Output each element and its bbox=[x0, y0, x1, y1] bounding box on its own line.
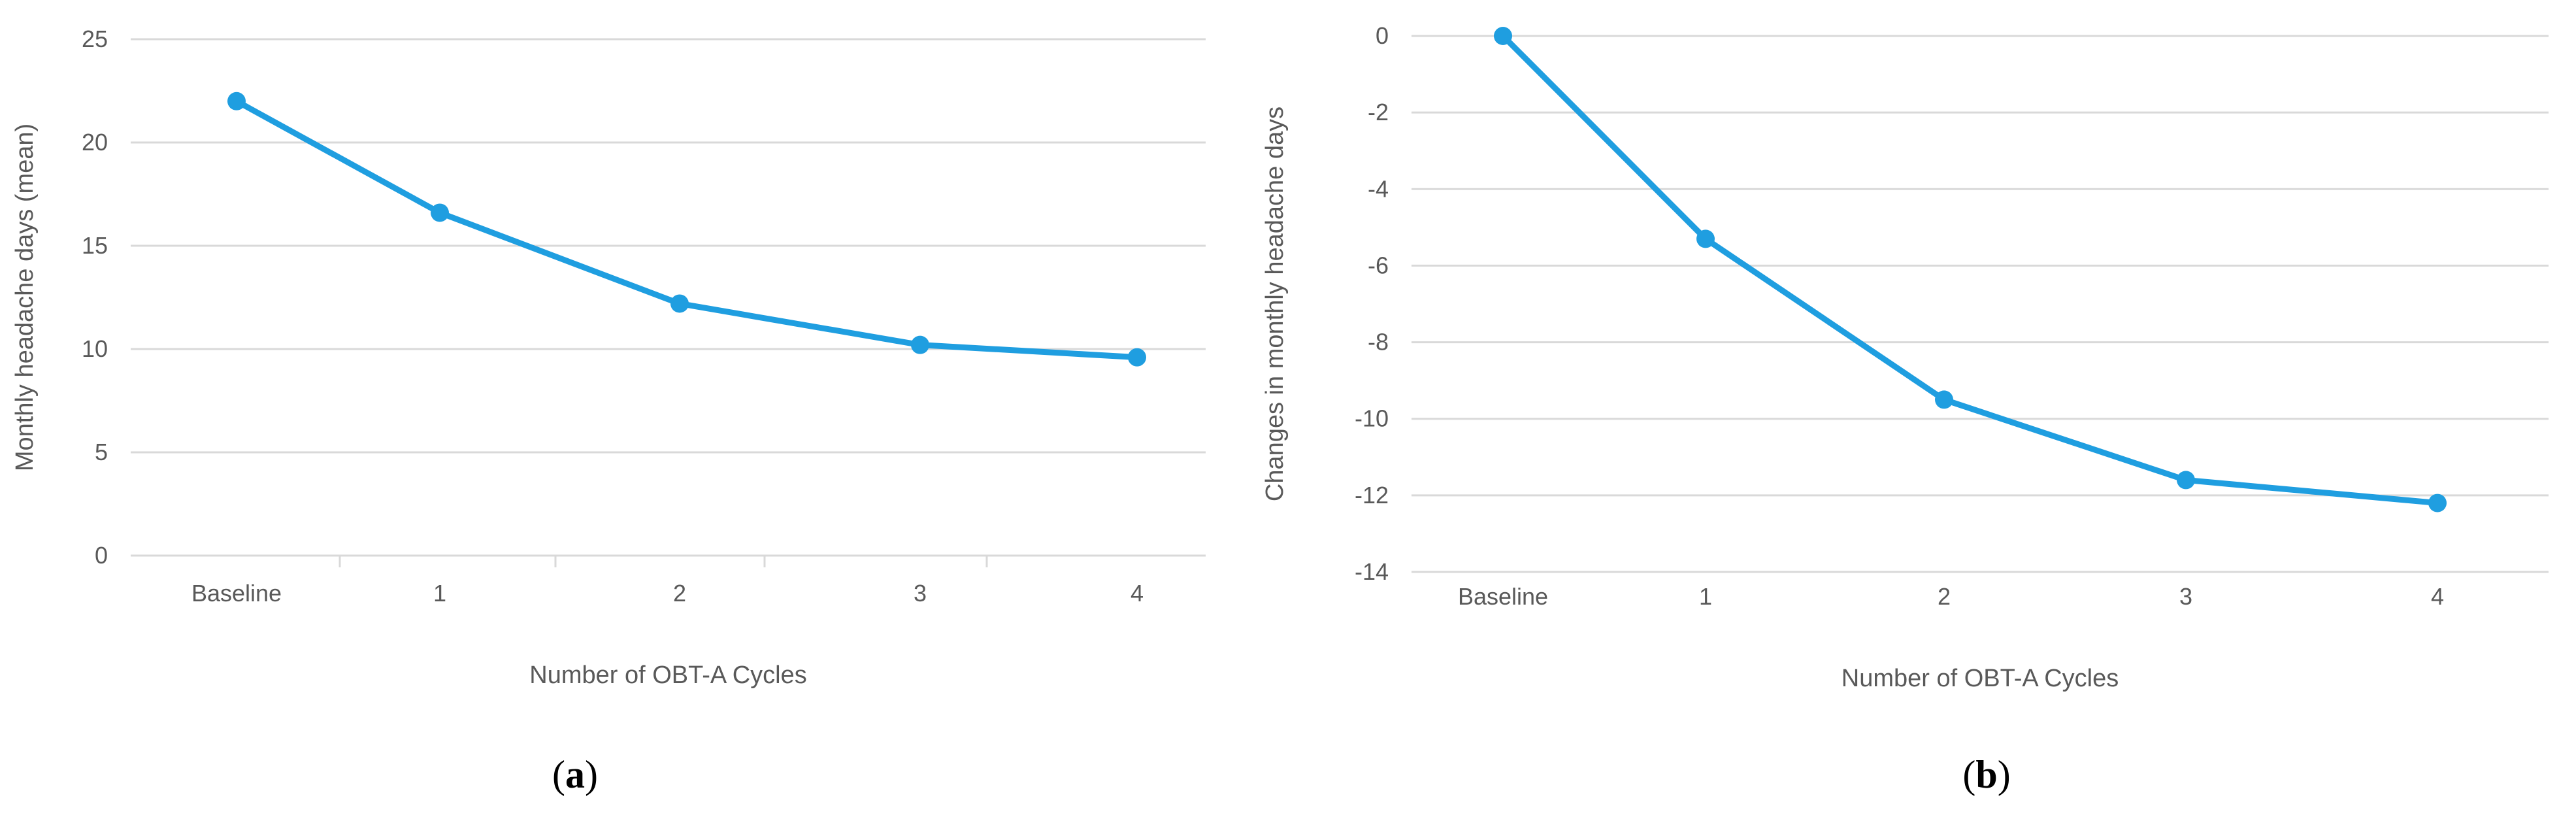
x-tick-label: 2 bbox=[673, 580, 686, 607]
panel-label-letter: b bbox=[1975, 753, 1997, 796]
series-line bbox=[233, 98, 1140, 361]
y-tick-label: 10 bbox=[82, 335, 108, 362]
x-tick-label: 4 bbox=[1131, 580, 1144, 607]
panel-label-letter: a bbox=[565, 753, 585, 796]
data-point bbox=[227, 92, 246, 110]
y-tick-label: 25 bbox=[82, 25, 108, 52]
y-tick-label: 0 bbox=[95, 542, 108, 569]
panel-label-open-paren: ( bbox=[1962, 753, 1975, 796]
y-tick-label: -4 bbox=[1368, 175, 1389, 202]
y-tick-label: 20 bbox=[82, 129, 108, 156]
x-axis-title: Number of OBT-A Cycles bbox=[529, 661, 806, 689]
x-tick-label: 1 bbox=[1699, 583, 1712, 610]
x-tick-label: Baseline bbox=[191, 580, 282, 607]
x-tick-label: 3 bbox=[914, 580, 927, 607]
x-axis-title: Number of OBT-A Cycles bbox=[1841, 665, 2119, 692]
x-tick-label: 4 bbox=[2431, 583, 2444, 610]
y-tick-label: -10 bbox=[1355, 405, 1389, 432]
y-axis-title: Monthly headache days (mean) bbox=[11, 124, 39, 471]
x-tick-label: 2 bbox=[1938, 583, 1951, 610]
panel-label: (b) bbox=[1962, 753, 2010, 796]
x-tick-label: 3 bbox=[2179, 583, 2192, 610]
panel-label: (a) bbox=[552, 753, 598, 796]
y-tick-label: -14 bbox=[1355, 558, 1389, 585]
data-point bbox=[670, 294, 689, 313]
data-point bbox=[1935, 390, 1953, 409]
y-tick-label: 5 bbox=[95, 439, 108, 465]
data-point bbox=[431, 203, 449, 222]
panel-label-close-paren: ) bbox=[585, 753, 598, 796]
x-tick-label: 1 bbox=[433, 580, 446, 607]
y-tick-label: -12 bbox=[1355, 482, 1389, 509]
x-tick-label: Baseline bbox=[1458, 583, 1548, 610]
y-tick-label: -8 bbox=[1368, 329, 1389, 356]
y-tick-label: 15 bbox=[82, 232, 108, 259]
y-axis-title: Changes in monthly headache days bbox=[1261, 107, 1289, 501]
y-tick-label: 0 bbox=[1376, 22, 1389, 49]
chart-panel-b: 0 -2 -4 -6 -8 -10 -12 -14 Baseline 1 2 3 4 Number of … bbox=[1261, 22, 2549, 796]
data-point bbox=[1128, 348, 1146, 367]
y-tick-label: -6 bbox=[1368, 252, 1389, 278]
data-point bbox=[911, 335, 929, 354]
panel-label-open-paren: ( bbox=[552, 753, 565, 796]
data-point bbox=[1696, 229, 1715, 248]
series-line bbox=[1500, 33, 2441, 507]
chart-panel-a: 0 5 10 15 20 25 Baseline 1 2 3 4 Number of OBT-A Cy… bbox=[11, 25, 1206, 796]
data-point bbox=[2428, 493, 2447, 512]
data-point bbox=[1494, 27, 1512, 45]
panel-label-close-paren: ) bbox=[1998, 753, 2011, 796]
y-tick-label: -2 bbox=[1368, 99, 1389, 125]
data-point bbox=[2177, 471, 2195, 490]
